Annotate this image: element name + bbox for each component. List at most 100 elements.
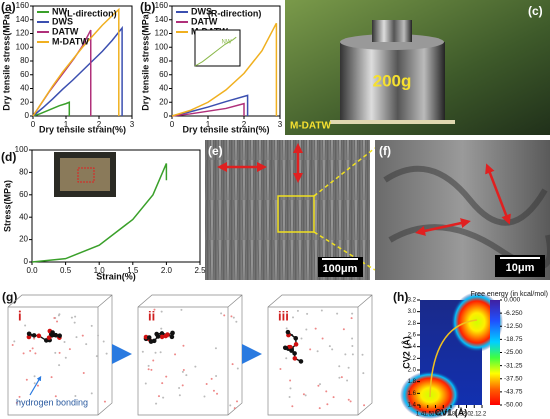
water <box>181 384 184 387</box>
water <box>144 382 147 385</box>
atom <box>165 332 170 337</box>
x-tick-label: 1.9 <box>455 412 464 418</box>
water <box>150 368 153 371</box>
water <box>15 401 18 404</box>
water <box>338 376 341 379</box>
panel-label: (h) <box>393 290 408 304</box>
water <box>153 308 156 311</box>
water <box>309 348 312 351</box>
panel-label: (d) <box>1 150 16 164</box>
series-line <box>32 25 123 117</box>
water <box>182 369 185 372</box>
colorbar-label: -50.00 <box>504 402 523 409</box>
atom <box>50 332 55 338</box>
water <box>236 367 239 370</box>
water <box>306 312 309 315</box>
film <box>330 120 455 124</box>
y-tick-label: 1.4 <box>408 403 417 409</box>
water <box>229 404 232 407</box>
water <box>220 312 223 315</box>
water <box>223 314 226 317</box>
atom <box>26 331 32 337</box>
water <box>340 376 343 379</box>
water <box>50 376 53 379</box>
plot-frame <box>31 149 201 263</box>
atom <box>292 351 297 356</box>
inset-frame <box>194 29 241 67</box>
colorbar-label: -43.75 <box>504 389 523 396</box>
water <box>57 314 60 317</box>
water <box>304 394 307 397</box>
annotation: (R-direction) <box>208 8 262 18</box>
water <box>95 355 98 358</box>
x-tick-label: 1 <box>206 120 211 129</box>
legend-label: DATW <box>52 26 79 36</box>
water <box>214 347 217 350</box>
x-tick-label: 2.5 <box>194 266 206 275</box>
water <box>82 372 85 375</box>
y-axis-label: Stress(MPa) <box>2 180 12 232</box>
colorbar-label: -12.50 <box>504 323 523 330</box>
x-tick-label: 3 <box>278 120 283 129</box>
water <box>63 341 66 344</box>
water <box>85 343 88 346</box>
inset-photo-frame <box>60 158 110 191</box>
series-line <box>31 163 168 263</box>
water <box>285 327 288 330</box>
legend-label: DATW <box>191 16 218 26</box>
water <box>97 334 100 337</box>
arrow <box>485 163 511 225</box>
water <box>314 327 317 330</box>
y-tick-label: 140 <box>16 15 30 24</box>
y-tick-label: 60 <box>159 70 168 79</box>
atom <box>46 335 52 340</box>
y-tick-label: 100 <box>15 145 29 154</box>
x-tick-label: 1 <box>64 120 69 129</box>
y-tick-label: 20 <box>19 235 28 244</box>
panel-label: (e) <box>208 144 223 158</box>
pathway <box>429 319 478 398</box>
legend-label: DWS <box>52 16 73 26</box>
colorbar <box>490 300 500 405</box>
water <box>181 370 184 373</box>
water <box>90 392 93 395</box>
water <box>159 351 162 354</box>
water <box>326 403 329 406</box>
water <box>289 379 292 382</box>
sample-label: M-DATW <box>290 121 331 132</box>
water <box>13 340 16 343</box>
water <box>320 309 323 312</box>
water <box>11 343 14 346</box>
panel-label: (a) <box>1 0 16 14</box>
sim-box <box>267 294 373 416</box>
series-line <box>171 22 278 117</box>
x-tick-label: 1.4 <box>416 412 425 418</box>
y-tick-label: 0 <box>24 257 29 266</box>
y-tick-label: 120 <box>16 29 30 38</box>
water <box>215 374 218 377</box>
water <box>305 328 308 331</box>
water <box>73 321 76 324</box>
water <box>351 312 354 315</box>
water <box>216 392 219 395</box>
y-tick-label: 2.4 <box>408 344 417 350</box>
x-tick-label: 2 <box>97 120 102 129</box>
water <box>328 345 331 348</box>
x-tick-label: 2.0 <box>462 412 471 418</box>
atom <box>282 345 288 351</box>
water <box>162 396 165 399</box>
water <box>90 324 93 327</box>
water <box>203 395 206 398</box>
water <box>74 315 77 318</box>
water <box>58 351 61 354</box>
y-tick-label: 100 <box>155 42 169 51</box>
atom <box>159 334 165 340</box>
x-tick-label: 0 <box>31 120 36 129</box>
water <box>160 327 163 330</box>
water <box>18 400 21 403</box>
simulation-snapshots: i ii iii <box>7 294 373 416</box>
water <box>81 334 84 337</box>
sim-box <box>137 294 243 416</box>
water <box>347 366 350 369</box>
y-tick-label: 2.0 <box>408 368 417 374</box>
